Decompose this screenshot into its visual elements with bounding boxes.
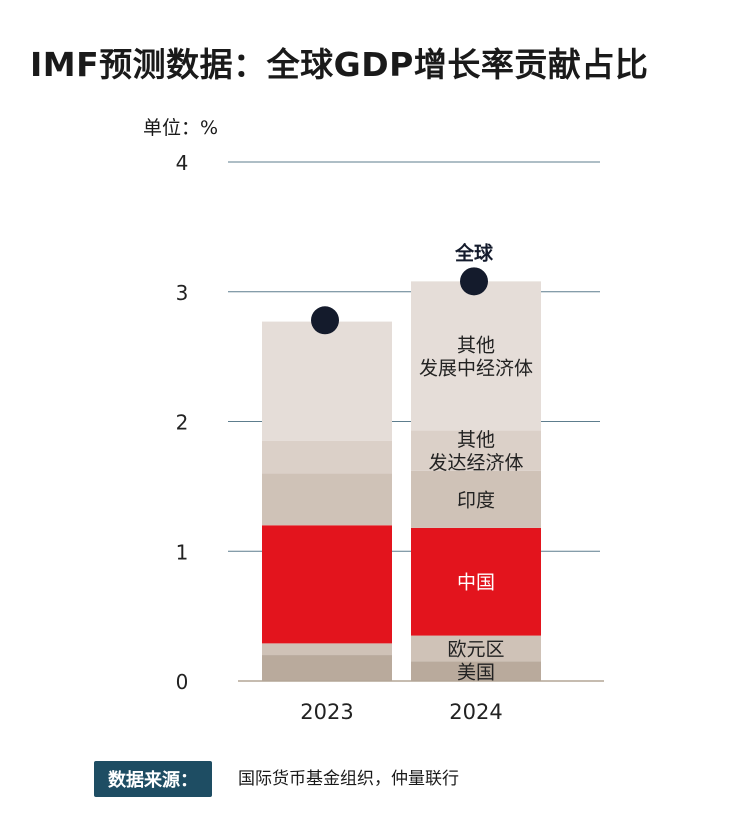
segment-label-4-line1: 发达经济体 [428, 452, 523, 474]
unit-label: 单位：% [143, 117, 219, 139]
bar-segment-2023-3 [262, 473, 392, 526]
source-badge: 数据来源： [94, 761, 212, 797]
total-marker-2024 [460, 267, 488, 296]
segment-label-4-line0: 其他 [457, 429, 495, 451]
bar-segment-2023-1 [262, 643, 392, 656]
segment-label-1: 欧元区 [447, 639, 504, 661]
segment-label-3: 印度 [457, 489, 495, 511]
bar-segment-2024-4 [411, 430, 541, 471]
bar-segment-2024-2 [411, 527, 541, 636]
segment-label-0: 美国 [457, 661, 495, 683]
segment-label-5-line0: 其他 [457, 334, 495, 356]
bar-segment-2023-2 [262, 525, 392, 644]
bar-segment-2023-5 [262, 321, 392, 441]
bar-segment-2024-5 [411, 281, 541, 431]
x-tick-label-2024: 2024 [449, 700, 502, 724]
total-marker-2023 [311, 306, 339, 335]
y-tick-label-3: 3 [176, 281, 189, 305]
segment-label-2: 中国 [457, 572, 495, 594]
y-tick-label-4: 4 [176, 151, 189, 175]
total-label: 全球 [454, 241, 494, 264]
source-text: 国际货币基金组织，仲量联行 [238, 769, 459, 789]
bar-segment-2024-1 [411, 635, 541, 662]
y-tick-label-0: 0 [176, 670, 189, 694]
segment-label-5-line1: 发展中经济体 [419, 357, 533, 379]
bar-segment-2024-0 [411, 661, 541, 681]
y-tick-label-2: 2 [176, 411, 189, 435]
chart-title: IMF预测数据：全球GDP增长率贡献占比 [30, 45, 649, 84]
bar-segment-2023-0 [262, 655, 392, 681]
bar-segment-2024-3 [411, 470, 541, 528]
y-tick-label-1: 1 [176, 540, 189, 564]
x-tick-label-2023: 2023 [300, 700, 353, 724]
bar-segment-2023-4 [262, 440, 392, 474]
